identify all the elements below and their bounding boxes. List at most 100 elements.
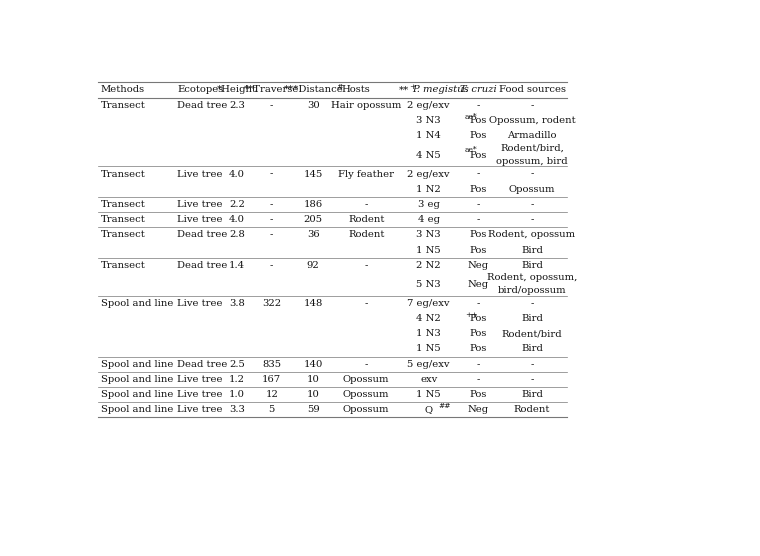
- Text: Transect: Transect: [101, 230, 146, 240]
- Text: -: -: [530, 170, 534, 178]
- Text: Transect: Transect: [101, 200, 146, 209]
- Text: -: -: [477, 200, 480, 209]
- Text: Rodent, opossum: Rodent, opossum: [489, 230, 575, 240]
- Text: 3 N3: 3 N3: [416, 116, 441, 125]
- Text: Hair opossum: Hair opossum: [331, 101, 401, 110]
- Text: ***Distance: ***Distance: [283, 85, 343, 95]
- Text: **Traverse: **Traverse: [244, 85, 299, 95]
- Text: -: -: [365, 360, 368, 369]
- Text: Pos: Pos: [470, 151, 487, 160]
- Text: -: -: [530, 375, 534, 384]
- Text: Rodent/bird: Rodent/bird: [502, 329, 562, 338]
- Text: 1 N5: 1 N5: [416, 390, 441, 399]
- Text: -: -: [477, 375, 480, 384]
- Text: 4.0: 4.0: [229, 215, 245, 224]
- Text: 3.3: 3.3: [229, 405, 245, 414]
- Text: 1.2: 1.2: [229, 375, 245, 384]
- Text: Bird: Bird: [521, 390, 543, 399]
- Text: Opossum: Opossum: [343, 405, 389, 414]
- Text: 148: 148: [303, 299, 323, 308]
- Text: Pos: Pos: [470, 345, 487, 354]
- Text: 2.5: 2.5: [229, 360, 245, 369]
- Text: 1 N3: 1 N3: [416, 329, 441, 338]
- Text: ++: ++: [465, 311, 477, 319]
- Text: 4 N2: 4 N2: [416, 314, 441, 323]
- Text: 92: 92: [307, 261, 320, 270]
- Text: 1.0: 1.0: [229, 390, 245, 399]
- Text: Q: Q: [425, 405, 432, 414]
- Text: 3.8: 3.8: [229, 299, 245, 308]
- Text: -: -: [477, 215, 480, 224]
- Text: Opossum: Opossum: [343, 390, 389, 399]
- Text: 2 eg/exv: 2 eg/exv: [407, 101, 450, 110]
- Text: -: -: [530, 299, 534, 308]
- Text: 1 N4: 1 N4: [416, 131, 441, 141]
- Text: Bird: Bird: [521, 261, 543, 270]
- Text: -: -: [530, 360, 534, 369]
- Text: 10: 10: [307, 390, 320, 399]
- Text: Spool and line: Spool and line: [101, 390, 173, 399]
- Text: Live tree: Live tree: [178, 200, 223, 209]
- Text: T. cruzi: T. cruzi: [460, 85, 497, 95]
- Text: Pos: Pos: [470, 185, 487, 194]
- Text: 5 N3: 5 N3: [416, 280, 441, 289]
- Text: 1 N5: 1 N5: [416, 345, 441, 354]
- Text: -: -: [477, 170, 480, 178]
- Text: 1 N5: 1 N5: [416, 246, 441, 255]
- Text: Pos: Pos: [470, 314, 487, 323]
- Text: -: -: [530, 101, 534, 110]
- Text: 167: 167: [262, 375, 281, 384]
- Text: 2 N2: 2 N2: [416, 261, 441, 270]
- Text: 2.8: 2.8: [229, 230, 245, 240]
- Text: -: -: [365, 261, 368, 270]
- Text: -: -: [270, 261, 274, 270]
- Text: 30: 30: [307, 101, 320, 110]
- Text: Transect: Transect: [101, 261, 146, 270]
- Text: Opossum, rodent: Opossum, rodent: [489, 116, 575, 125]
- Text: Transect: Transect: [101, 215, 146, 224]
- Text: Pos: Pos: [470, 116, 487, 125]
- Text: Pos: Pos: [470, 246, 487, 255]
- Text: 1.4: 1.4: [229, 261, 245, 270]
- Text: Rodent: Rodent: [348, 230, 385, 240]
- Text: -: -: [477, 299, 480, 308]
- Text: Pos: Pos: [470, 230, 487, 240]
- Text: ae*: ae*: [465, 146, 477, 154]
- Text: -: -: [530, 200, 534, 209]
- Text: Ecotopes: Ecotopes: [178, 85, 223, 95]
- Text: Neg: Neg: [468, 280, 489, 289]
- Text: Rodent: Rodent: [514, 405, 550, 414]
- Text: Live tree: Live tree: [178, 170, 223, 178]
- Text: -: -: [270, 200, 274, 209]
- Text: 186: 186: [304, 200, 323, 209]
- Text: Food sources: Food sources: [499, 85, 565, 95]
- Text: Dead tree: Dead tree: [178, 230, 228, 240]
- Text: P. megistus: P. megistus: [413, 85, 469, 95]
- Text: 3 eg: 3 eg: [418, 200, 439, 209]
- Text: opossum, bird: opossum, bird: [496, 157, 568, 166]
- Text: 36: 36: [307, 230, 319, 240]
- Text: Pos: Pos: [470, 329, 487, 338]
- Text: Dead tree: Dead tree: [178, 360, 228, 369]
- Text: Live tree: Live tree: [178, 390, 223, 399]
- Text: Live tree: Live tree: [178, 375, 223, 384]
- Text: Methods: Methods: [101, 85, 145, 95]
- Text: -: -: [270, 101, 274, 110]
- Text: Rodent: Rodent: [348, 215, 385, 224]
- Text: Pos: Pos: [470, 131, 487, 141]
- Text: Dead tree: Dead tree: [178, 261, 228, 270]
- Text: 59: 59: [307, 405, 320, 414]
- Text: 205: 205: [304, 215, 323, 224]
- Text: 5: 5: [268, 405, 275, 414]
- Text: bird/opossum: bird/opossum: [498, 286, 566, 295]
- Text: Bird: Bird: [521, 345, 543, 354]
- Text: Rodent/bird,: Rodent/bird,: [500, 144, 564, 153]
- Text: +: +: [409, 83, 416, 91]
- Text: 5 eg/exv: 5 eg/exv: [407, 360, 450, 369]
- Text: Spool and line: Spool and line: [101, 405, 173, 414]
- Text: 4 N5: 4 N5: [416, 151, 441, 160]
- Text: 7 eg/exv: 7 eg/exv: [407, 299, 450, 308]
- Text: Fly feather: Fly feather: [338, 170, 394, 178]
- Text: -: -: [530, 215, 534, 224]
- Text: Live tree: Live tree: [178, 299, 223, 308]
